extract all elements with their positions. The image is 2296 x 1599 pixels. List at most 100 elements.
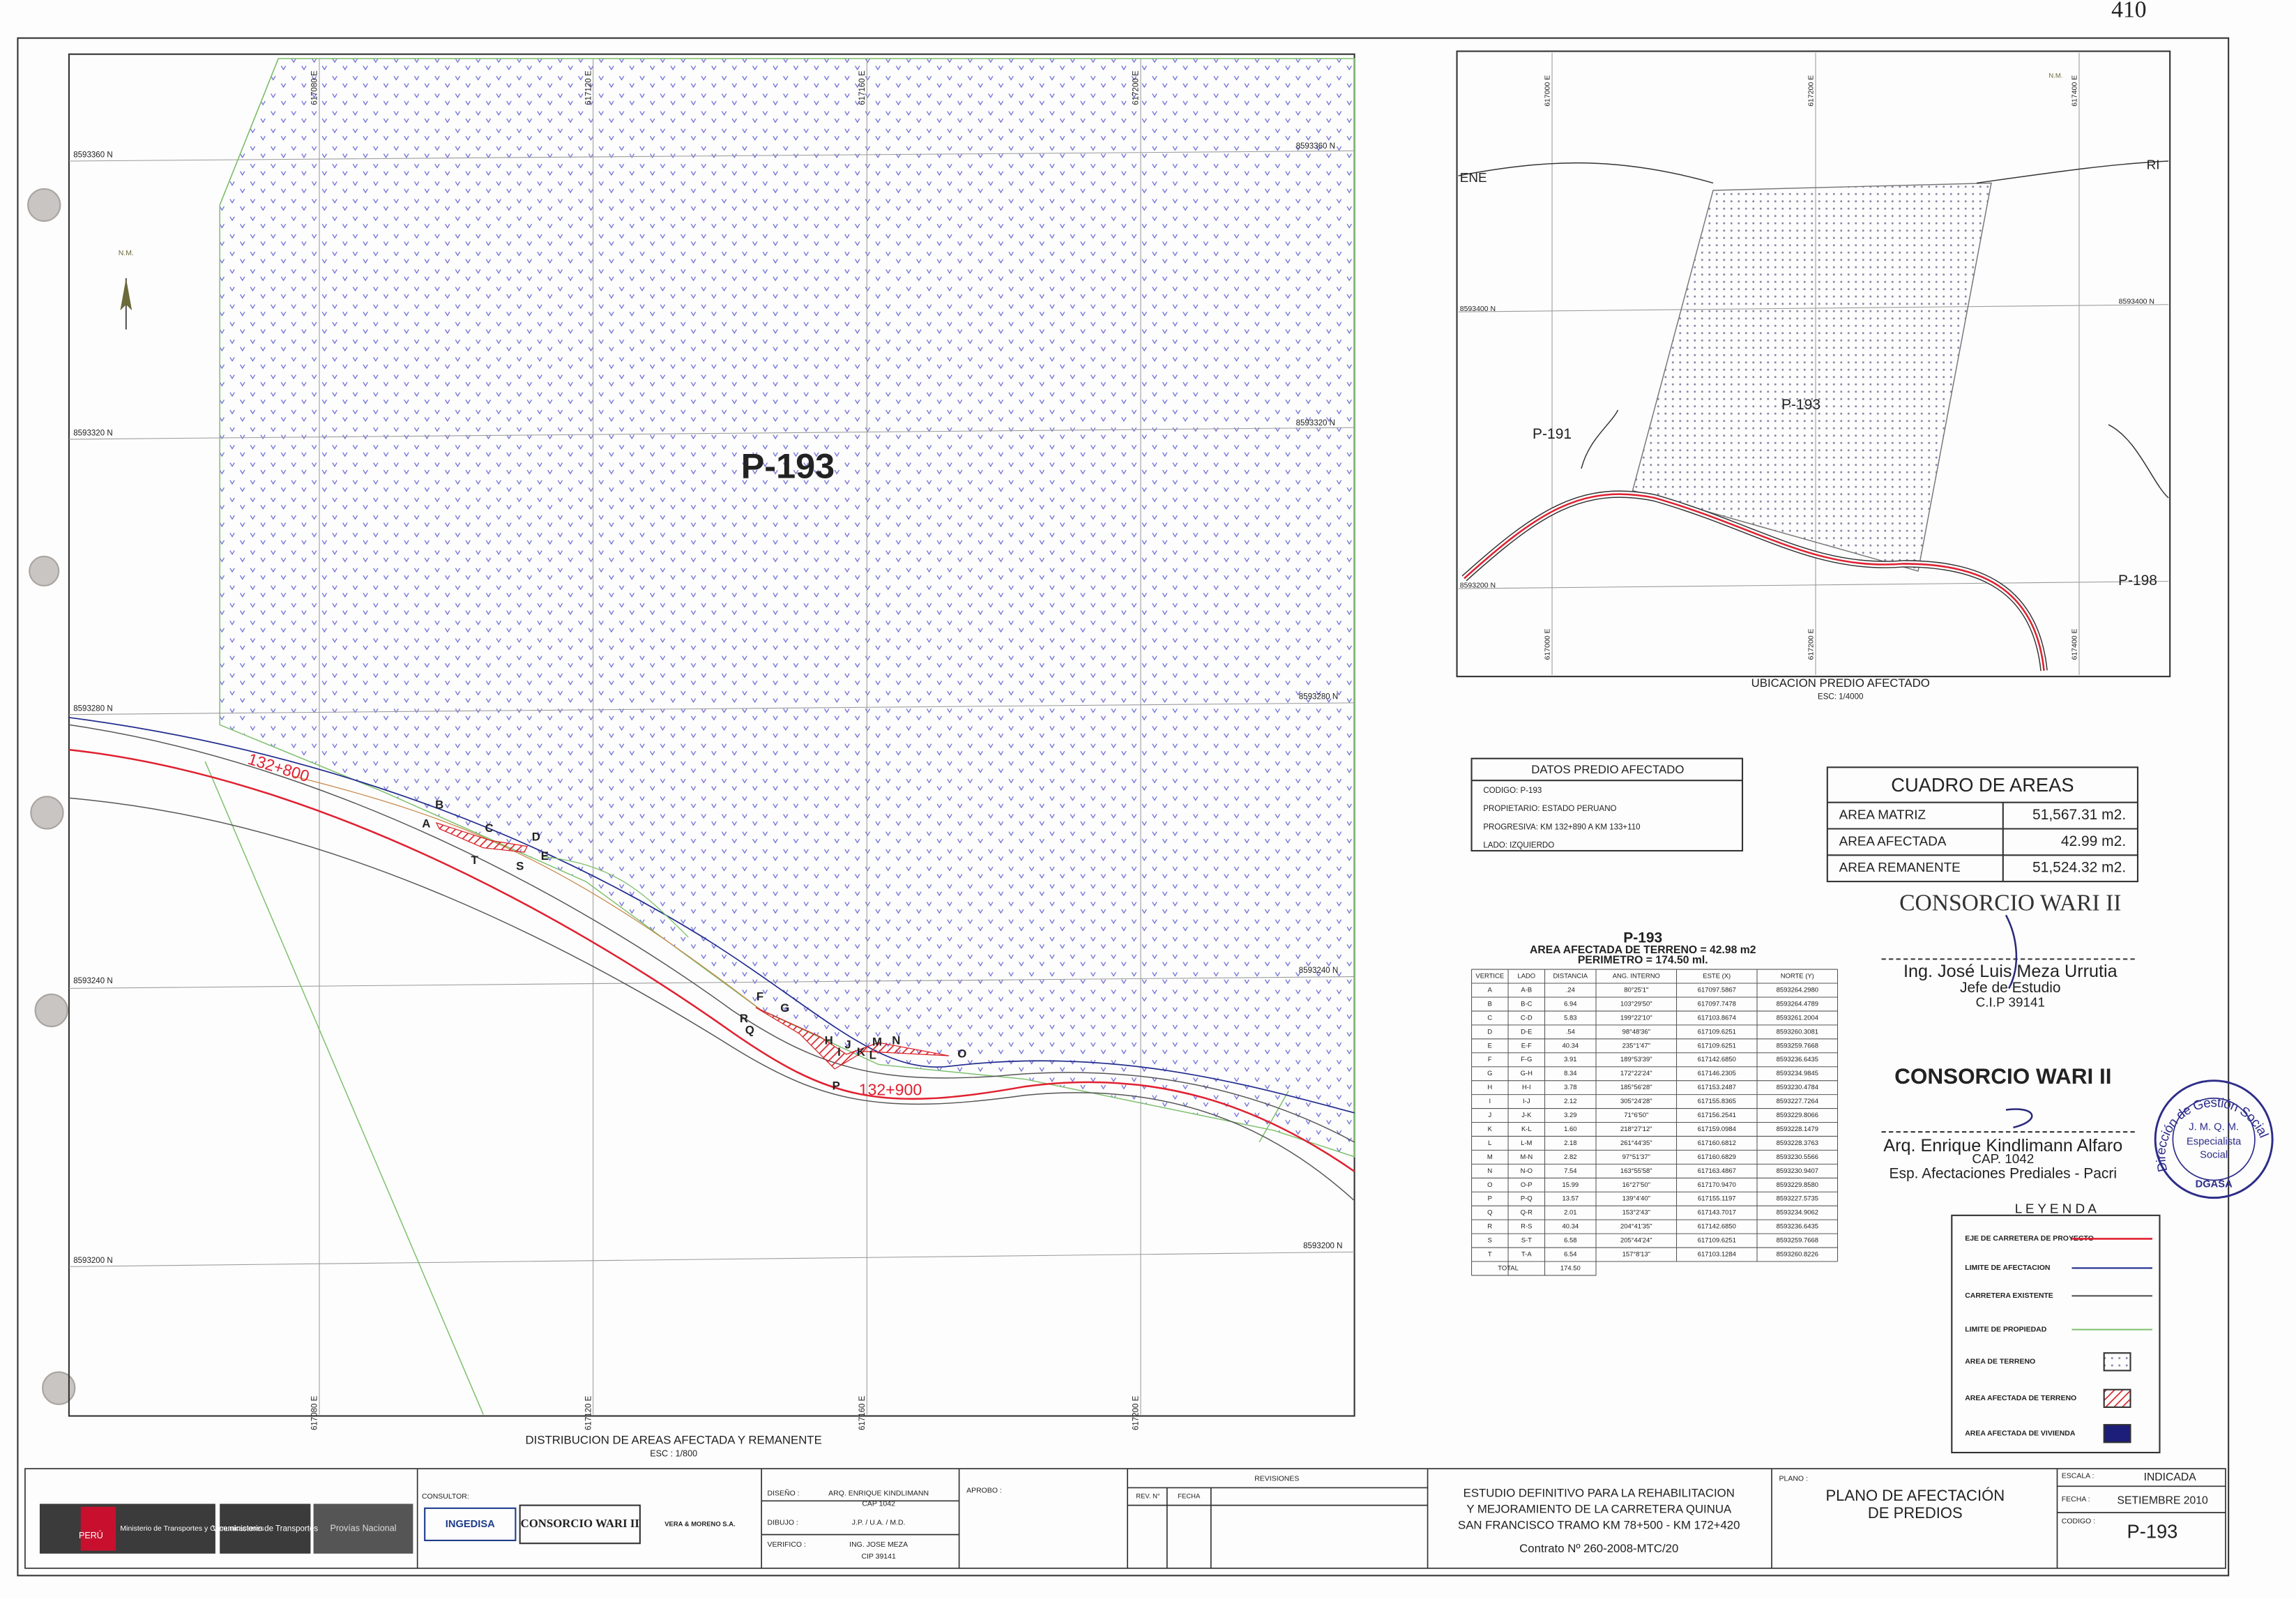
table-cell: 6.54 <box>1564 1251 1576 1259</box>
table-cell: O <box>1487 1181 1492 1189</box>
sheet-border <box>17 37 2230 1577</box>
table-cell: N <box>1487 1167 1492 1175</box>
table-cell: 8593227.5735 <box>1777 1195 1818 1203</box>
table-cell: O-P <box>1521 1181 1533 1189</box>
table-cell: L-M <box>1521 1139 1532 1147</box>
logo-text: PERÚ <box>79 1530 103 1540</box>
parcel-label: P-193 <box>741 446 835 485</box>
table-cell: 617156.2541 <box>1698 1112 1736 1119</box>
table-cell: F <box>1488 1056 1492 1063</box>
easting-label: 617200 E <box>1132 70 1141 105</box>
table-cell: 8593234.9062 <box>1777 1209 1818 1217</box>
vertex-label: B <box>435 798 443 811</box>
table-cell: D-E <box>1521 1028 1532 1036</box>
table-cell: P-Q <box>1521 1195 1533 1203</box>
table-cell: G <box>1487 1070 1492 1077</box>
table-cell: 139°4'40" <box>1622 1195 1650 1203</box>
wari-logo <box>519 1504 641 1545</box>
table-cell: 7.54 <box>1564 1167 1576 1175</box>
parcel-label: P-191 <box>1533 426 1572 442</box>
table-cell: 617159.0984 <box>1698 1126 1736 1133</box>
legend-item: AREA AFECTADA DE VIVIENDA <box>1965 1430 2076 1437</box>
parcel-boundary <box>1976 160 2169 184</box>
table-cell: 8593260.3081 <box>1777 1028 1818 1036</box>
north-arrow <box>120 278 132 330</box>
table-cell: 8593229.8066 <box>1777 1112 1818 1119</box>
fecha-value: SETIEMBRE 2010 <box>2118 1494 2209 1506</box>
location-road-axis <box>1463 493 2045 671</box>
table-cell: 617153.2487 <box>1698 1084 1736 1091</box>
table-cell: 5.83 <box>1564 1014 1576 1022</box>
table-cell: P <box>1488 1195 1492 1203</box>
parcel-label: P-198 <box>2118 573 2157 589</box>
table-cell: I-J <box>1523 1098 1530 1105</box>
table-cell: E-F <box>1521 1042 1532 1049</box>
road-axis <box>68 748 1355 1172</box>
hole <box>34 993 68 1028</box>
northing-label: 8593280 N <box>73 704 112 713</box>
legend-item: LIMITE DE AFECTACION <box>1965 1264 2050 1272</box>
role-label: VERIFICO : <box>768 1541 806 1549</box>
logo-text: Provías Nacional <box>330 1524 396 1533</box>
datos-row: PROPIETARIO: ESTADO PERUANO <box>1483 805 1616 813</box>
table-total: 174.50 <box>1560 1264 1581 1272</box>
easting-label: 617200 E <box>1807 75 1815 107</box>
north-label: N.M. <box>119 250 134 257</box>
project-line: SAN FRANCISCO TRAMO KM 78+500 - KM 172+4… <box>1458 1518 1740 1531</box>
table-cell: 103°29'50" <box>1620 1000 1652 1008</box>
location-scale: ESC: 1/4000 <box>1818 693 1863 702</box>
north-label: N.M. <box>2048 73 2062 80</box>
table-cell: 617163.4867 <box>1698 1167 1736 1175</box>
codigo-label: CODIGO : <box>2062 1517 2095 1525</box>
table-cell: 189°53'39" <box>1620 1056 1652 1063</box>
provias-logo-bg <box>313 1503 413 1554</box>
table-cell: 16°27'50" <box>1622 1181 1650 1189</box>
role-value: CIP 39141 <box>861 1553 896 1561</box>
page-number: 410 <box>2111 0 2146 23</box>
table-cell: 8.34 <box>1564 1070 1576 1077</box>
legend-item: EJE DE CARRETERA DE PROYECTO <box>1965 1235 2094 1243</box>
table-cell: .54 <box>1566 1028 1575 1036</box>
table-cell: 6.94 <box>1564 1000 1576 1008</box>
vertex-label: K <box>857 1045 865 1059</box>
legend-item: CARRETERA EXISTENTE <box>1965 1292 2053 1300</box>
northing-label: 8593400 N <box>1460 305 1496 313</box>
easting-label: 617400 E <box>2071 75 2078 107</box>
vertex-label: O <box>957 1047 966 1060</box>
table-cell: R <box>1487 1223 1492 1231</box>
northing-label: 8593360 N <box>73 151 112 160</box>
table-cell: 6.58 <box>1564 1237 1576 1245</box>
grid-line <box>68 427 1355 440</box>
table-cell: R-S <box>1521 1223 1532 1231</box>
table-cell: 3.78 <box>1564 1084 1576 1091</box>
datos-title: DATOS PREDIO AFECTADO <box>1531 763 1684 776</box>
logo-text: Ministerio de Transportes y Comunicacion… <box>120 1525 264 1533</box>
binder-holes <box>27 188 76 1405</box>
ministry-logo-bg <box>39 1503 215 1554</box>
table-cell: C <box>1487 1014 1492 1022</box>
legend-swatch <box>2103 1388 2131 1408</box>
location-lines <box>1458 160 2169 672</box>
table-cell: 3.91 <box>1564 1056 1576 1063</box>
northing-label: 8593280 N <box>1299 693 1338 702</box>
grid-line <box>68 702 1355 715</box>
table-cell: A <box>1488 987 1493 994</box>
property-limit <box>542 856 689 938</box>
table-cell: K-L <box>1521 1126 1532 1133</box>
parcel-boundary <box>2108 424 2169 499</box>
vertex-label: G <box>780 1001 789 1015</box>
table-header: LADO <box>1517 973 1535 980</box>
table-cell: 2.01 <box>1564 1209 1576 1217</box>
cuadro-value: 51,567.31 m2. <box>2032 807 2126 823</box>
table-cell: 2.18 <box>1564 1139 1576 1147</box>
cuadro-value: 51,524.32 m2. <box>2032 860 2126 876</box>
table-cell: J-K <box>1521 1112 1532 1119</box>
table-cell: 8593259.7668 <box>1777 1237 1818 1245</box>
legend-box <box>1951 1214 2161 1454</box>
table-cell: 617103.1284 <box>1698 1251 1736 1259</box>
map-scale: ESC : 1/800 <box>650 1448 697 1458</box>
peru-flag <box>80 1506 116 1551</box>
table-cell: 617109.6251 <box>1698 1237 1736 1245</box>
table-cell: B-C <box>1521 1000 1532 1008</box>
table-cell: 1.60 <box>1564 1126 1576 1133</box>
